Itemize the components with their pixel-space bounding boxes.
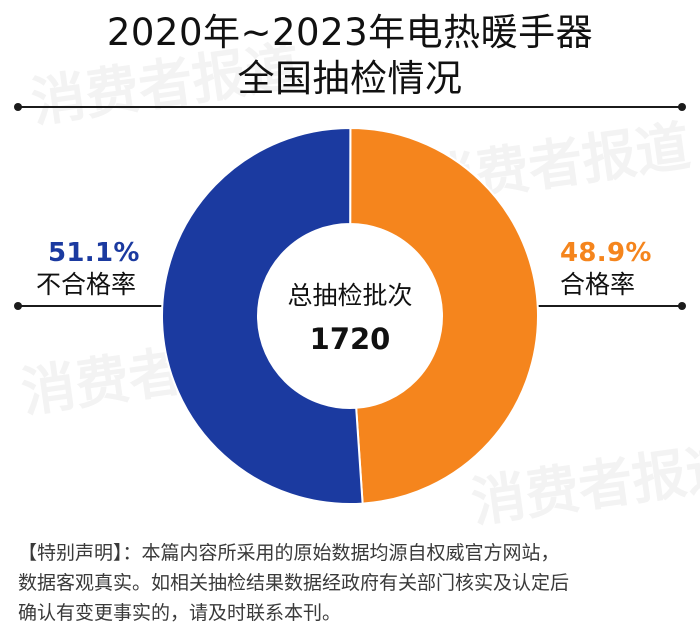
donut-center-value: 1720 <box>309 322 391 356</box>
disclaimer-line-1: 【特别声明】：本篇内容所采用的原始数据均源自权威官方网站， <box>18 542 560 564</box>
title-divider <box>18 106 682 108</box>
chart-title-line-2: 全国抽检情况 <box>237 57 463 100</box>
disclaimer: 【特别声明】：本篇内容所采用的原始数据均源自权威官方网站， 数据客观真实。如相关… <box>18 538 682 628</box>
divider-dot-right <box>678 103 686 111</box>
disclaimer-line-2: 数据客观真实。如相关抽检结果数据经政府有关部门核实及认定后 <box>18 572 570 594</box>
leader-dot-left <box>14 302 22 310</box>
leader-dot-right <box>678 302 686 310</box>
donut-slices <box>161 126 540 505</box>
donut-hole <box>258 224 442 408</box>
disclaimer-line-3: 确认有变更事实的，请及时联系本刊。 <box>18 602 342 624</box>
donut-center-label: 总抽检批次 <box>287 281 413 310</box>
slice-value-label-pass: 48.9% <box>560 238 652 268</box>
slice-name-label-fail: 不合格率 <box>36 270 137 299</box>
chart-title-line-1: 2020年~2023年电热暖手器 <box>106 11 594 54</box>
divider-dot-left <box>14 103 22 111</box>
slice-name-label-pass: 合格率 <box>560 270 636 299</box>
slice-value-label-fail: 51.1% <box>48 238 140 268</box>
